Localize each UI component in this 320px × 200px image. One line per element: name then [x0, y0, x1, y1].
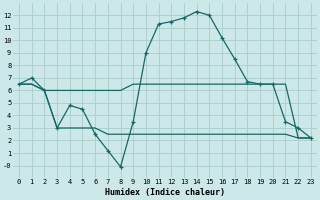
X-axis label: Humidex (Indice chaleur): Humidex (Indice chaleur) [105, 188, 225, 197]
